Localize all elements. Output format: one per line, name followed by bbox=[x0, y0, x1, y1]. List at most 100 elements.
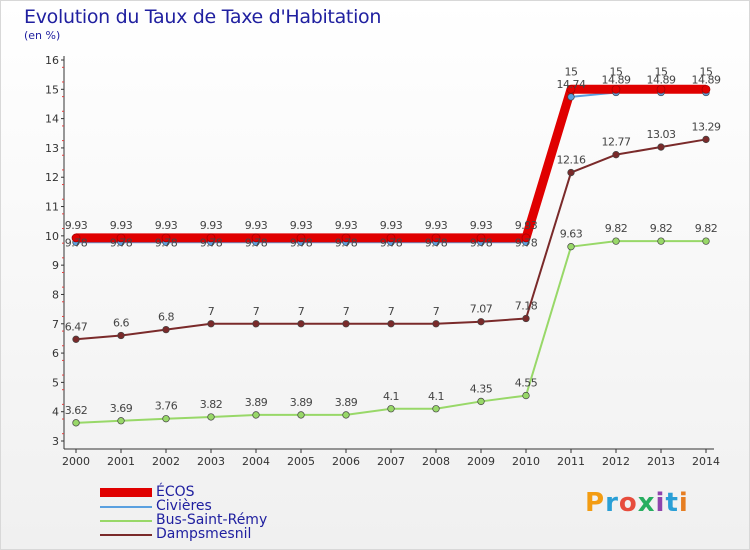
data-label-2: 3.76 bbox=[155, 400, 178, 413]
data-label-1: 14.74 bbox=[557, 78, 586, 91]
data-label-1: 9.78 bbox=[245, 236, 268, 249]
data-point-3 bbox=[432, 320, 440, 328]
data-point-2 bbox=[567, 243, 575, 251]
data-label-3: 13.03 bbox=[647, 128, 676, 141]
data-point-3 bbox=[657, 143, 665, 151]
x-tick-label: 2002 bbox=[152, 455, 180, 468]
data-point-0 bbox=[251, 233, 261, 243]
chart-subtitle: (en %) bbox=[24, 29, 61, 42]
data-label-1: 9.78 bbox=[470, 236, 493, 249]
data-point-0 bbox=[611, 84, 621, 94]
data-label-0: 9.93 bbox=[155, 219, 178, 232]
y-tick-label: 15 bbox=[45, 83, 59, 96]
data-label-0: 9.93 bbox=[245, 219, 268, 232]
data-label-3: 12.77 bbox=[602, 136, 631, 149]
brand-letter: P bbox=[585, 488, 606, 518]
legend-swatch-ecos bbox=[100, 488, 152, 497]
data-label-0: 9.93 bbox=[335, 219, 358, 232]
data-point-0 bbox=[341, 233, 351, 243]
brand-letter: o bbox=[618, 488, 638, 518]
data-point-0 bbox=[71, 233, 81, 243]
legend-label-ecos: ÉCOS bbox=[156, 484, 195, 500]
y-tick-label: 6 bbox=[52, 347, 59, 360]
chart-title: Evolution du Taux de Taxe d'Habitation bbox=[24, 6, 382, 28]
y-tick-label: 3 bbox=[52, 435, 59, 448]
data-point-3 bbox=[342, 320, 350, 328]
y-tick-label: 14 bbox=[45, 113, 59, 126]
data-point-3 bbox=[612, 151, 620, 159]
data-label-1: 9.78 bbox=[200, 236, 223, 249]
data-point-2 bbox=[342, 411, 350, 419]
data-label-0: 15 bbox=[655, 65, 668, 78]
x-tick-label: 2011 bbox=[557, 455, 585, 468]
data-label-0: 9.93 bbox=[470, 219, 493, 232]
data-label-3: 7 bbox=[208, 305, 215, 318]
y-tick-label: 10 bbox=[45, 230, 59, 243]
data-point-3 bbox=[387, 320, 395, 328]
data-point-3 bbox=[252, 320, 260, 328]
y-tick-label: 7 bbox=[52, 318, 59, 331]
data-label-2: 3.69 bbox=[110, 402, 133, 415]
data-label-2: 3.89 bbox=[290, 396, 313, 409]
data-label-0: 15 bbox=[700, 65, 713, 78]
data-label-3: 13.29 bbox=[692, 120, 721, 133]
x-tick-label: 2007 bbox=[377, 455, 405, 468]
series-line-0 bbox=[76, 84, 706, 243]
data-point-0 bbox=[296, 233, 306, 243]
data-point-3 bbox=[522, 314, 530, 323]
brand-letter: t bbox=[665, 488, 679, 518]
x-tick-label: 2005 bbox=[287, 455, 315, 468]
data-label-2: 4.1 bbox=[428, 390, 444, 403]
data-point-2 bbox=[297, 411, 305, 419]
data-point-1 bbox=[567, 93, 575, 101]
y-tick-label: 4 bbox=[52, 406, 59, 419]
data-label-1: 9.78 bbox=[515, 236, 538, 249]
data-label-0: 15 bbox=[610, 65, 623, 78]
data-point-0 bbox=[476, 233, 486, 243]
data-label-1: 9.78 bbox=[65, 236, 88, 249]
x-tick-label: 2010 bbox=[512, 455, 540, 468]
data-point-2 bbox=[387, 405, 395, 413]
data-label-0: 9.93 bbox=[290, 219, 313, 232]
data-label-3: 7 bbox=[253, 305, 260, 318]
data-label-3: 6.47 bbox=[65, 320, 88, 333]
data-label-3: 7.18 bbox=[515, 299, 538, 312]
data-label-2: 9.63 bbox=[560, 228, 583, 241]
data-label-2: 4.1 bbox=[383, 390, 399, 403]
brand-logo: Proxiti bbox=[585, 488, 689, 518]
data-label-3: 7.07 bbox=[470, 303, 493, 316]
data-point-0 bbox=[701, 84, 711, 94]
x-tick-label: 2008 bbox=[422, 455, 450, 468]
data-point-2 bbox=[207, 413, 215, 421]
data-point-3 bbox=[477, 318, 485, 326]
legend-swatch-civieres bbox=[100, 506, 152, 508]
data-label-1: 9.78 bbox=[110, 236, 133, 249]
data-point-0 bbox=[206, 233, 216, 243]
data-point-0 bbox=[656, 84, 666, 94]
data-label-1: 9.78 bbox=[155, 236, 178, 249]
y-tick-label: 8 bbox=[52, 288, 59, 301]
data-label-2: 3.82 bbox=[200, 398, 223, 411]
data-label-1: 9.78 bbox=[425, 236, 448, 249]
data-label-2: 3.62 bbox=[65, 404, 88, 417]
x-tick-label: 2012 bbox=[602, 455, 630, 468]
data-label-1: 14.89 bbox=[692, 74, 721, 87]
data-point-2 bbox=[657, 237, 665, 245]
data-point-3 bbox=[207, 320, 215, 328]
data-point-3 bbox=[567, 168, 575, 177]
data-label-1: 14.89 bbox=[647, 74, 676, 87]
data-label-2: 9.82 bbox=[650, 222, 673, 235]
data-point-3 bbox=[162, 325, 170, 334]
y-tick-label: 5 bbox=[52, 376, 59, 389]
data-label-1: 14.89 bbox=[602, 74, 631, 87]
brand-letter: i bbox=[655, 488, 666, 518]
data-point-2 bbox=[612, 237, 620, 245]
data-point-0 bbox=[161, 233, 171, 243]
data-label-2: 3.89 bbox=[335, 396, 358, 409]
data-point-2 bbox=[162, 415, 170, 423]
data-label-3: 7 bbox=[433, 305, 440, 318]
data-label-3: 12.16 bbox=[557, 154, 586, 167]
legend-label-dampsmesnil: Dampsmesnil bbox=[156, 526, 252, 542]
x-tick-label: 2000 bbox=[62, 455, 90, 468]
